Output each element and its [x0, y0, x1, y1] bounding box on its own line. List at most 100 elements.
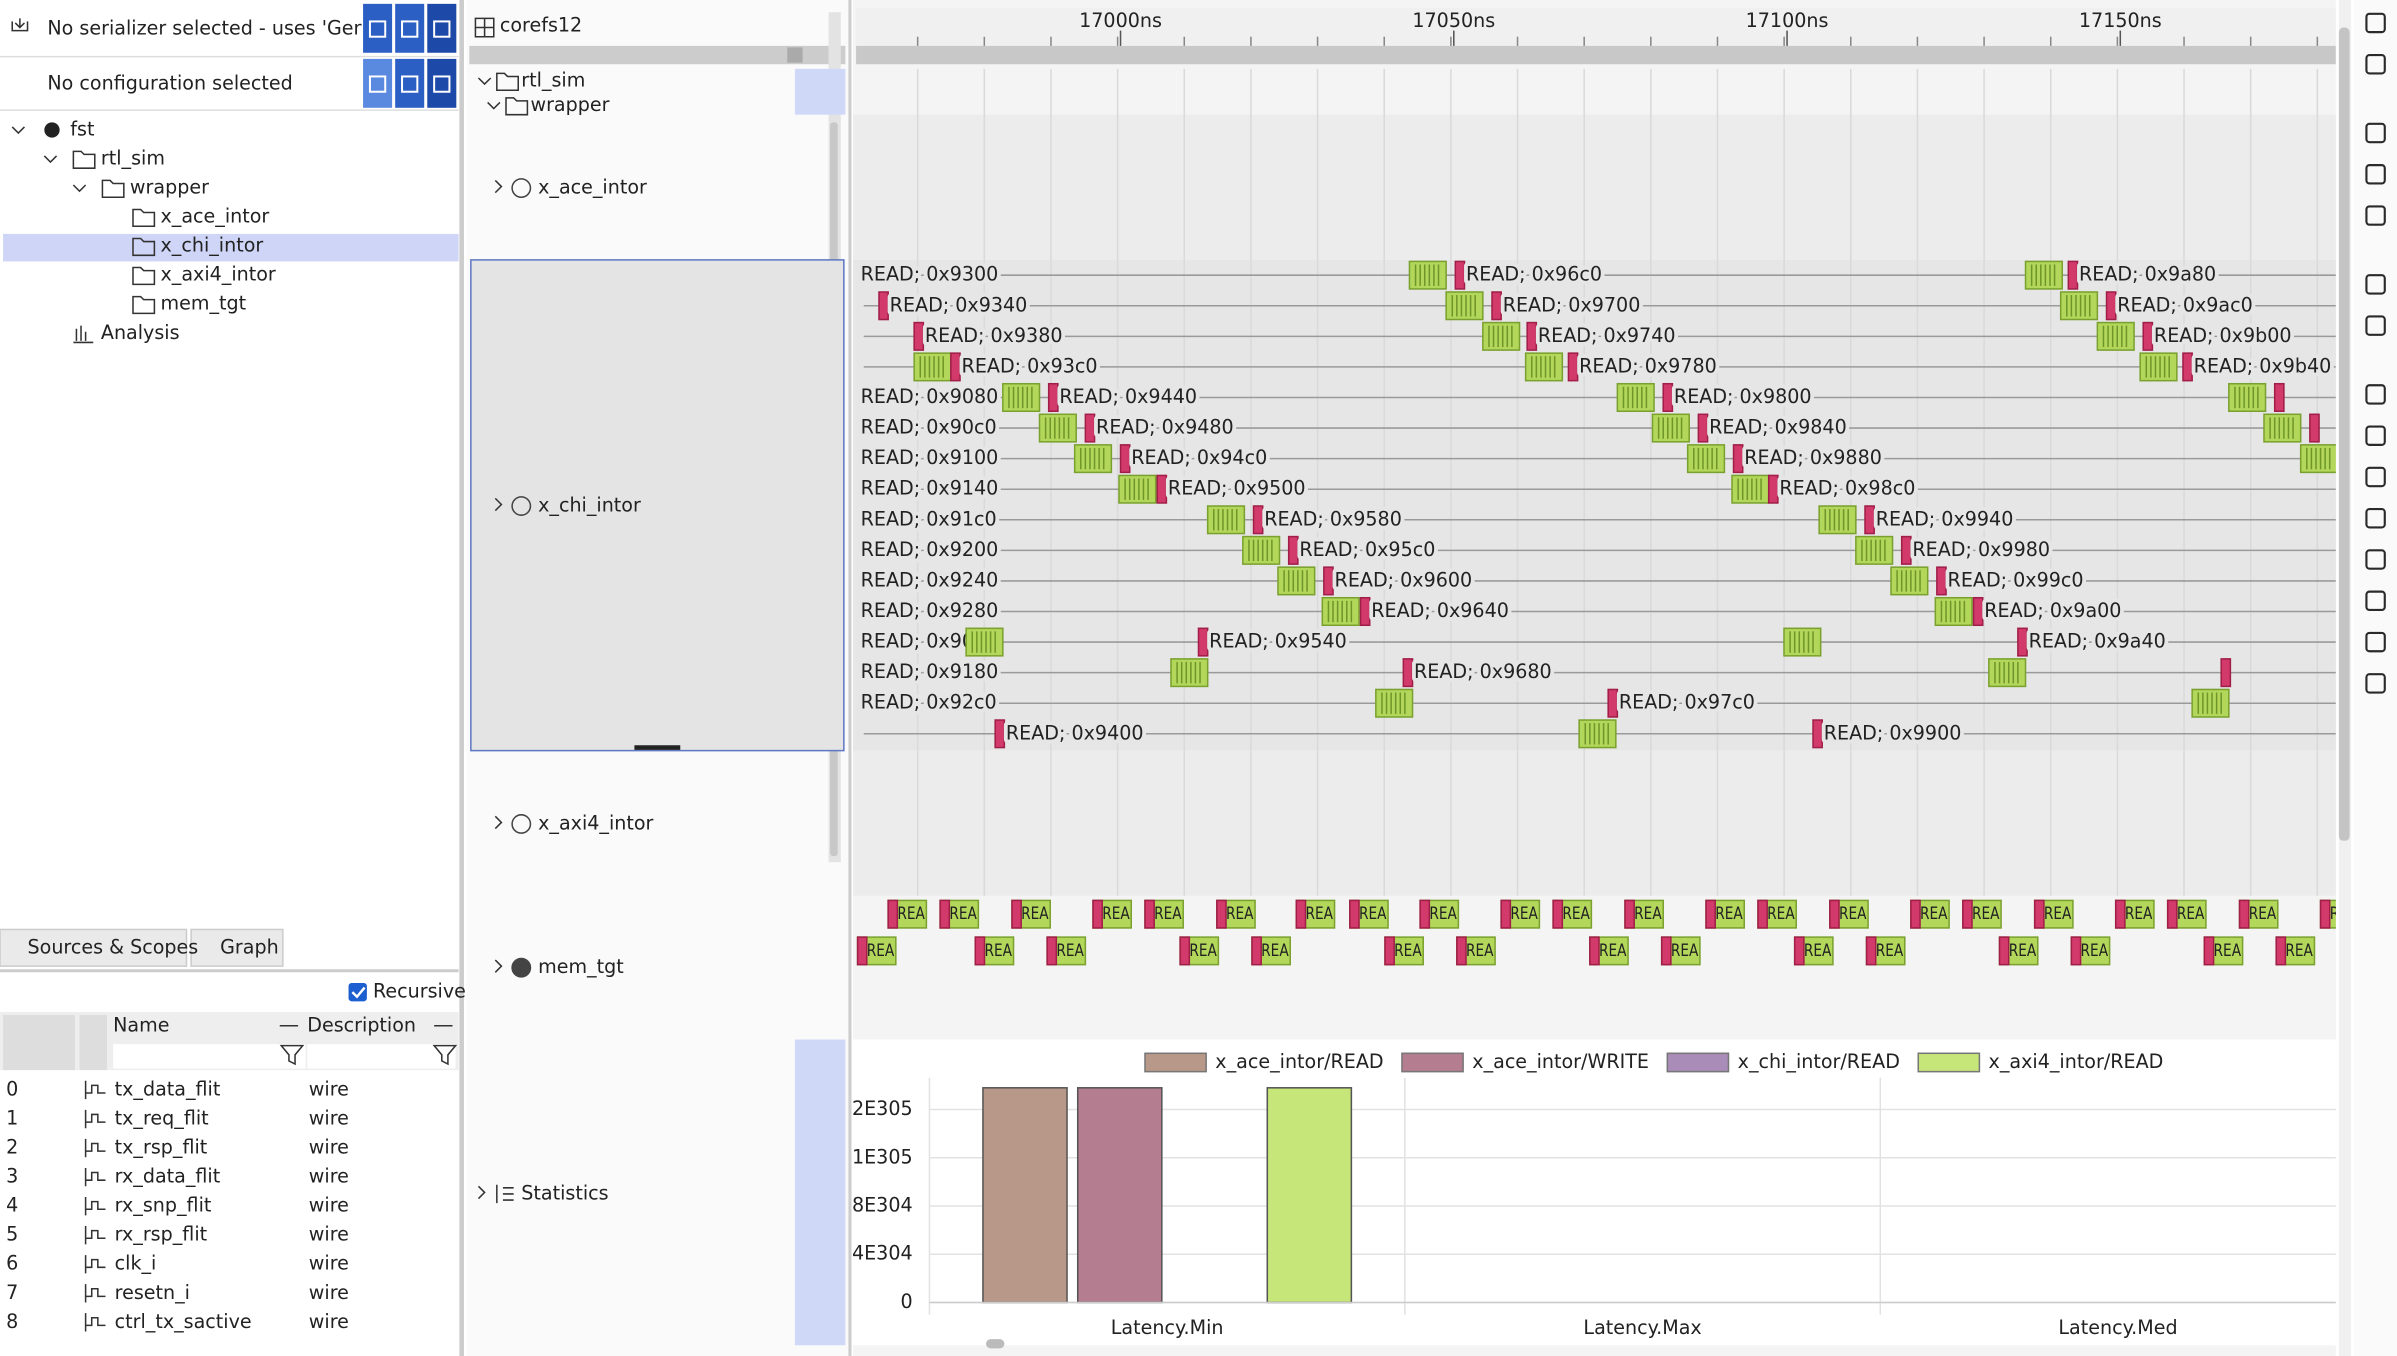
tree-chevron: [494, 959, 503, 973]
toolbar-icon[interactable]: [2365, 122, 2386, 144]
toolbar-button[interactable]: [393, 2, 426, 55]
hierarchy-node[interactable]: x_chi_intor: [538, 494, 641, 517]
mem-transaction-label: REA: [1715, 903, 1743, 923]
time-label: 17000ns: [1079, 9, 1162, 32]
filter-icon[interactable]: [279, 1044, 305, 1066]
transaction-start: [2142, 321, 2154, 351]
hierarchy-node[interactable]: x_axi4_intor: [538, 811, 653, 834]
transaction-start: [2238, 899, 2250, 929]
mem-transaction-label: REA: [1466, 940, 1494, 960]
transaction-start: [2166, 899, 2178, 929]
mem-transaction-label: REA: [1021, 903, 1049, 923]
signal-name[interactable]: rx_data_flit: [115, 1165, 221, 1188]
time-label: 17050ns: [1412, 9, 1495, 32]
transaction-start: [1624, 899, 1635, 929]
toolbar-icon[interactable]: [2365, 53, 2386, 75]
hierarchy-node[interactable]: x_ace_intor: [538, 176, 647, 199]
hierarchy-node[interactable]: rtl_sim: [521, 69, 585, 92]
toolbar-icon[interactable]: [2365, 12, 2386, 34]
signal-name[interactable]: resetn_i: [115, 1281, 190, 1304]
tree-node[interactable]: wrapper: [130, 176, 209, 199]
folder-icon: [132, 208, 156, 228]
toolbar-icon[interactable]: [2365, 673, 2386, 694]
tree-node[interactable]: x_axi4_intor: [161, 263, 276, 286]
toolbar-icon[interactable]: [2365, 590, 2386, 612]
signal-name[interactable]: tx_rsp_flit: [115, 1136, 208, 1159]
row-index: 2: [6, 1136, 18, 1159]
transaction-label: READ; 0x9ac0: [2117, 293, 2253, 316]
tree-node[interactable]: x_chi_intor: [161, 234, 264, 257]
legend-swatch: [1144, 1052, 1207, 1073]
toolbar-icon[interactable]: [2365, 384, 2386, 405]
hierarchy-node[interactable]: mem_tgt: [538, 955, 624, 978]
toolbar-icon[interactable]: [2365, 315, 2386, 336]
toolbar-icon[interactable]: [2365, 274, 2386, 295]
transaction-label: READ; 0x90c0: [861, 416, 997, 439]
tab-label[interactable]: Graph: [220, 935, 279, 958]
transaction-start: [1011, 899, 1022, 929]
tree-node[interactable]: Analysis: [101, 321, 180, 344]
tab-label[interactable]: Sources & Scopes: [28, 935, 199, 958]
toolbar-icon[interactable]: [2365, 631, 2386, 653]
interface-icon: [511, 178, 532, 198]
transaction-start: [1349, 899, 1360, 929]
tree-node[interactable]: x_ace_intor: [161, 205, 270, 228]
mem-transaction-label: REA: [1261, 940, 1289, 960]
transaction-start: [1454, 260, 1466, 290]
y-tick-label: 1E305: [852, 1145, 913, 1168]
transaction-label: READ; 0x9b40: [2194, 354, 2332, 377]
transaction-start: [1732, 444, 1744, 474]
transaction-start: [1757, 899, 1768, 929]
signal-name[interactable]: tx_data_flit: [115, 1077, 221, 1100]
signal-name[interactable]: rx_rsp_flit: [115, 1223, 208, 1246]
hierarchy-node[interactable]: Statistics: [521, 1181, 608, 1204]
transaction-start: [1793, 936, 1805, 966]
toolbar-icon[interactable]: [2365, 164, 2386, 185]
checkmark: [351, 986, 366, 999]
signal-type: wire: [309, 1165, 349, 1188]
folder-icon: [505, 97, 529, 116]
h-scroll-thumb: [986, 1339, 1005, 1349]
bar: [1076, 1087, 1163, 1304]
y-tick-label: 4E304: [852, 1242, 913, 1265]
scroll-thumb: [787, 47, 803, 63]
toolbar-icon[interactable]: [2365, 549, 2386, 570]
transaction-start: [1456, 936, 1467, 966]
transaction-start: [1660, 936, 1672, 966]
tree-node[interactable]: fst: [70, 117, 95, 140]
toolbar-icon[interactable]: [2365, 508, 2386, 529]
list-icon: [496, 1184, 514, 1204]
signal-icon: [84, 1255, 106, 1274]
signal-name[interactable]: tx_req_flit: [115, 1107, 210, 1130]
checkbox-label[interactable]: Recursive: [373, 980, 466, 1003]
signal-name[interactable]: rx_snp_flit: [115, 1194, 212, 1217]
toolbar-icon[interactable]: [2365, 425, 2386, 446]
toolbar-icon[interactable]: [2365, 205, 2386, 226]
tree-node[interactable]: mem_tgt: [161, 292, 247, 315]
toolbar-icon[interactable]: [2365, 466, 2386, 488]
signal-name[interactable]: clk_i: [115, 1252, 157, 1275]
signal-name[interactable]: ctrl_tx_sactive: [115, 1310, 252, 1333]
toolbar-button[interactable]: [361, 2, 394, 55]
transaction-label: READ; 0x9400: [1006, 721, 1144, 744]
transaction-start: [2067, 260, 2079, 290]
blue-strip: [794, 1039, 846, 1346]
transaction-label: READ; 0x9680: [1414, 660, 1552, 683]
tree-node[interactable]: rtl_sim: [101, 147, 165, 170]
transaction-start: [1047, 382, 1059, 413]
hierarchy-node[interactable]: wrapper: [530, 93, 609, 116]
transaction-label: READ; 0x9740: [1538, 324, 1676, 347]
button-icon: [433, 75, 451, 93]
legend-swatch: [1917, 1052, 1981, 1073]
toolbar-button[interactable]: [393, 57, 426, 110]
checkbox: [348, 982, 367, 1002]
transaction-start: [2309, 413, 2320, 443]
tree-chevron: [477, 77, 492, 86]
toolbar-button[interactable]: [425, 2, 458, 55]
filter-icon[interactable]: [432, 1044, 458, 1066]
toolbar-button[interactable]: [425, 57, 458, 110]
download-icon: [11, 18, 29, 32]
transaction-label: READ; 0x9900: [1824, 721, 1962, 744]
toolbar-button[interactable]: [361, 57, 394, 110]
legend-label: x_ace_intor/READ: [1215, 1050, 1383, 1073]
